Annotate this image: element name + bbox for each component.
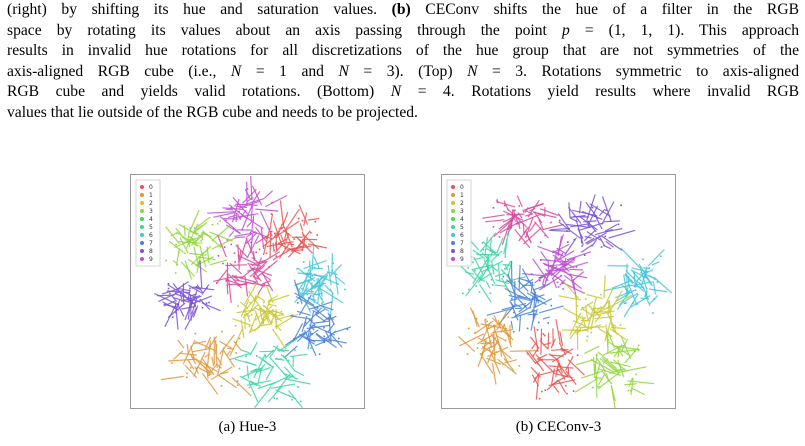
caption-b: (b) CEConv-3 (515, 419, 602, 435)
legend-label: 1 (460, 192, 464, 199)
legend-marker (140, 209, 144, 213)
legend-label: 4 (460, 216, 464, 223)
caption-a: (a) Hue-3 (218, 419, 277, 435)
text: axis-aligned RGB cube (i.e., (7, 62, 231, 80)
legend-marker (140, 201, 144, 205)
legend-marker (140, 217, 144, 221)
legend-label: 8 (460, 248, 464, 255)
text: = 4. Rotations yield results where inval… (401, 83, 799, 101)
paragraph-line-3: results in invalid hue rotations for all… (7, 42, 799, 60)
legend-label: 8 (149, 248, 153, 255)
legend-label: 2 (460, 200, 464, 207)
legend-label: 6 (149, 232, 153, 239)
math-var: N (230, 62, 242, 80)
bold-label: (b) (391, 1, 411, 18)
legend-label: 9 (149, 256, 153, 263)
cluster (165, 210, 236, 280)
cluster (603, 247, 673, 318)
legend-label: 5 (460, 224, 464, 231)
cluster (457, 307, 538, 385)
cluster (229, 338, 312, 408)
cluster (154, 260, 221, 330)
legend-label: 4 (149, 216, 153, 223)
cluster (232, 283, 298, 350)
paragraph-line-6: values that lie outside of the RGB cube … (7, 103, 418, 121)
legend-label: 3 (460, 208, 464, 215)
cluster (212, 234, 281, 303)
body-paragraph: (right) by shifting its hue and saturati… (7, 0, 799, 124)
legend-marker (451, 193, 455, 197)
legend-marker (451, 233, 455, 237)
cluster (283, 279, 352, 358)
text: CEConv shifts the hue of a filter in the… (410, 1, 799, 18)
legend-marker (451, 185, 455, 189)
paragraph-line-2: space by rotating its values about an ax… (7, 21, 799, 42)
cluster (548, 194, 636, 256)
text: = 3). (Top) (348, 62, 468, 80)
legend-marker (140, 193, 144, 197)
legend-marker (140, 249, 144, 253)
paragraph-line-4: axis-aligned RGB cube (i.e., N = 1 and N… (7, 62, 799, 83)
cluster (574, 330, 655, 408)
cluster (294, 244, 346, 317)
cluster (525, 318, 585, 400)
text: (right) by shifting its hue and saturati… (7, 1, 392, 18)
legend-label: 0 (460, 184, 464, 191)
legend-label: 6 (460, 232, 464, 239)
text: = 3. Rotations symmetric to axis-aligned (477, 62, 800, 80)
legend-label: 0 (149, 184, 153, 191)
legend-marker (451, 217, 455, 221)
legend-label: 9 (460, 256, 464, 263)
legend-marker (140, 241, 144, 245)
legend-marker (140, 225, 144, 229)
legend-label: 7 (460, 240, 464, 247)
text: = 1 and (241, 62, 339, 80)
legend-marker (451, 249, 455, 253)
cluster (486, 260, 564, 333)
cluster (482, 195, 564, 249)
legend-marker (140, 257, 144, 261)
legend-marker (451, 225, 455, 229)
legend-marker (140, 233, 144, 237)
text: space by rotating its values about an ax… (7, 21, 562, 39)
math-var: N (467, 62, 478, 80)
legend-marker (451, 257, 455, 261)
legend-label: 5 (149, 224, 153, 231)
cluster (558, 275, 633, 351)
legend-label: 7 (149, 240, 153, 247)
legend-label: 1 (149, 192, 153, 199)
legend-label: 3 (149, 208, 153, 215)
legend-marker (451, 209, 455, 213)
text: = (1, 1, 1). This approach (569, 21, 799, 39)
cluster (522, 234, 592, 301)
math-var: N (390, 83, 402, 101)
math-var: N (338, 62, 349, 80)
text: RGB cube and yields valid rotations. (Bo… (7, 83, 391, 101)
legend-label: 2 (149, 200, 153, 207)
paragraph-line-1: (right) by shifting its hue and saturati… (7, 0, 799, 21)
legend-marker (451, 241, 455, 245)
cluster (255, 200, 328, 261)
legend-marker (451, 201, 455, 205)
paragraph-line-5: RGB cube and yields valid rotations. (Bo… (7, 82, 799, 103)
cluster (160, 330, 252, 397)
legend-marker (140, 185, 144, 189)
math-var: p (561, 21, 570, 39)
